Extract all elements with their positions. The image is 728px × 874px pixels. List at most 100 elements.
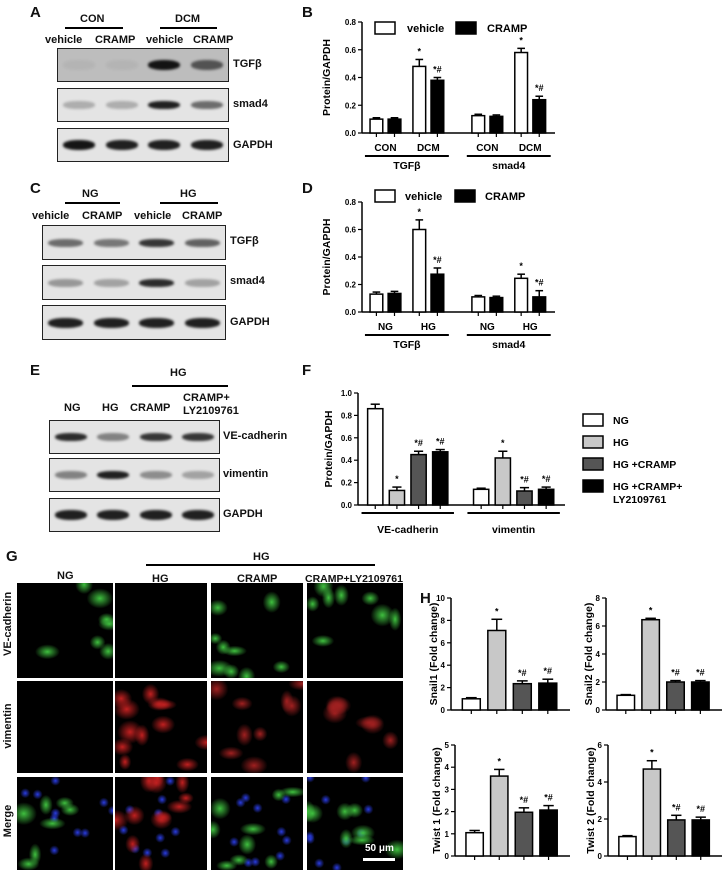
bar [430,79,445,134]
blot-band [48,317,84,328]
significance-label: *# [672,802,681,812]
bar [691,819,711,857]
group-label: TGFβ [393,339,421,351]
micrograph [115,777,207,870]
blot-e-group-hg: HG [170,367,187,379]
micrograph [17,777,113,870]
significance-label: * [519,35,523,45]
y-tick-label: 0.6 [345,46,357,55]
blot-band [184,278,220,287]
blot-a-row-label: TGFβ [233,58,262,70]
blot-gapdh [57,128,229,162]
group-label: smad4 [492,160,525,172]
legend-swatch [374,21,396,35]
y-tick-label: 6 [596,622,601,631]
bar [369,293,384,313]
blot-c-lane: vehicle [134,210,172,222]
panel-label-f: F [302,362,312,379]
y-tick-label: 4 [441,661,446,670]
significance-label: *# [544,666,553,676]
blot-tgfb [57,48,229,82]
category-label: CON [476,143,498,154]
legend-label: NG [613,415,629,427]
category-label: NG [378,322,393,333]
blot-band [97,510,130,520]
panel-label-e: E [30,362,41,379]
y-tick-label: 3 [445,785,450,794]
bar [387,292,402,313]
blot-band [97,433,130,441]
significance-label: *# [696,804,705,814]
panel-label-d: D [302,180,313,197]
bar [430,273,445,313]
significance-label: * [501,438,505,448]
bar [532,98,547,134]
significance-label: *# [433,255,442,265]
blot-a-lane: vehicle [146,34,184,46]
legend-swatch [582,435,604,449]
blot-a-lane: CRAMP [193,34,234,46]
y-tick-label: 0.4 [341,456,353,465]
blot-a-lane: CRAMP [95,34,136,46]
significance-label: *# [535,278,544,288]
blot-band [63,101,96,109]
blot-smad4 [42,265,226,300]
blot-band [190,60,223,70]
micrograph [307,681,403,773]
image-column-label: HG [152,573,169,585]
legend-label: HG [613,437,629,449]
blot-c-row-label: GAPDH [230,316,270,328]
bar [472,488,490,506]
legend-label: CRAMP [487,23,527,35]
y-axis-label: Protein/GAPDH [321,218,333,295]
legend-label: LY2109761 [613,494,666,506]
blot-band [105,60,138,70]
significance-label: * [418,207,422,217]
blot-e-lane: CRAMP [130,402,171,414]
blot-gapdh [49,498,220,532]
bar [538,682,558,711]
blot-e-lane: CRAMP+ [183,392,230,404]
bar [369,118,384,134]
scale-bar [363,858,395,861]
category-label: NG [480,322,495,333]
bar [512,682,533,711]
category-label: CON [374,143,396,154]
blot-band [139,510,172,520]
panel-label-b: B [302,4,313,21]
bar [489,115,504,134]
y-tick-label: 0.0 [345,129,357,138]
bar [471,296,486,313]
blot-band [184,238,220,247]
panel-label-c: C [30,180,41,197]
blot-e-lane: NG [64,402,81,414]
blot-band [63,60,96,70]
bar [537,488,555,506]
micrograph [307,583,403,678]
bar [514,51,529,134]
blot-band [105,140,138,150]
y-axis-label: Protein/GAPDH [321,39,333,116]
bar [489,296,504,313]
blot-c-lane: CRAMP [182,210,223,222]
y-tick-label: 4 [598,778,603,787]
significance-label: * [395,474,399,484]
significance-label: * [418,46,422,56]
blot-band [105,101,138,109]
blot-band [148,60,181,70]
significance-label: * [495,606,499,616]
group-label: VE-cadherin [377,524,438,536]
blot-gapdh [42,305,226,340]
y-axis-label: Twist 2 (Fold change) [585,747,597,854]
significance-label: *# [436,437,445,447]
micrograph [307,777,403,870]
blot-e-row-label: vimentin [223,468,269,480]
bar [514,277,529,313]
legend-swatch [455,21,477,35]
blot-band [97,471,130,479]
significance-label: *# [414,438,423,448]
bar [618,835,637,857]
y-tick-label: 0.0 [345,308,357,317]
